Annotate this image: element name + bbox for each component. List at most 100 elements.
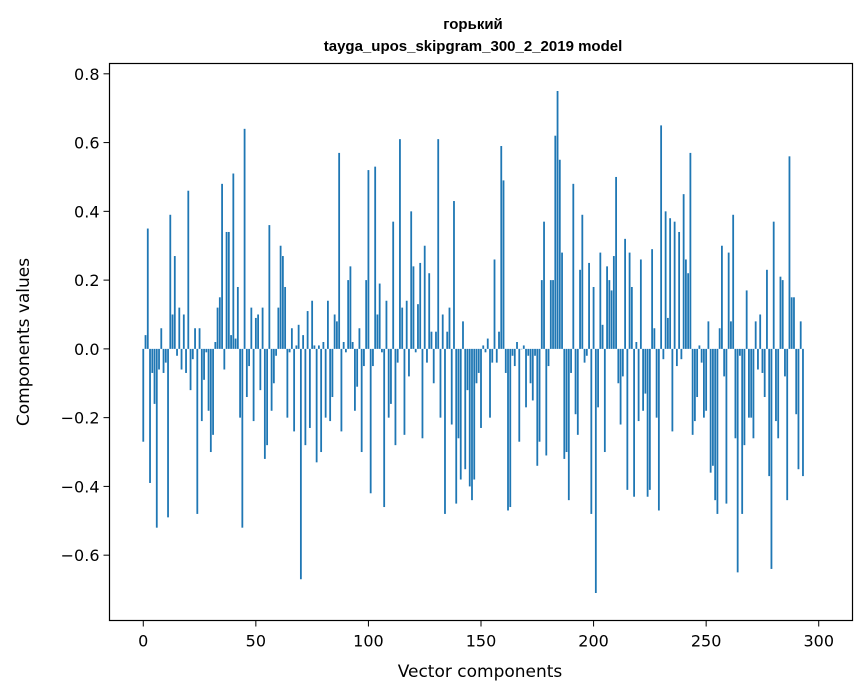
bar-69 (297, 324, 300, 349)
bar-97 (360, 348, 363, 453)
bar-174 (534, 348, 536, 356)
bar-245 (693, 348, 696, 422)
y-axis-ticks: −0.6 −0.4 −0.2 0.0 0.2 0.4 0.6 0.8 (61, 65, 110, 565)
bar-200 (592, 286, 595, 349)
bar-165 (513, 348, 516, 367)
bar-167 (518, 348, 521, 442)
bar-252 (709, 348, 712, 473)
bar-124 (421, 348, 424, 439)
bar-240 (682, 194, 685, 349)
bar-171 (527, 348, 530, 356)
bar-111 (392, 221, 395, 349)
bar-92 (349, 266, 352, 349)
x-tick-label: 150 (466, 632, 497, 651)
bar-253 (712, 348, 714, 466)
bar-50 (254, 317, 257, 349)
bar-225 (648, 348, 651, 490)
bar-187 (563, 348, 566, 459)
bar-144 (466, 348, 469, 391)
bar-244 (691, 348, 694, 435)
bar-122 (417, 304, 419, 349)
bar-40 (232, 173, 235, 349)
bar-186 (561, 252, 563, 349)
bar-277 (766, 269, 768, 349)
bar-156 (493, 259, 496, 349)
x-tick-label: 50 (246, 632, 266, 651)
bar-180 (547, 348, 550, 367)
x-axis-label: Vector components (398, 662, 563, 682)
bar-125 (423, 245, 426, 349)
bar-224 (646, 348, 649, 497)
bar-278 (768, 348, 771, 477)
plot-frame (108, 62, 854, 622)
bar-9 (162, 348, 165, 373)
bar-172 (529, 348, 532, 384)
bar-184 (556, 91, 559, 349)
bar-259 (725, 348, 728, 504)
bar-127 (428, 273, 431, 349)
bar-86 (336, 321, 338, 349)
bar-6 (155, 348, 158, 528)
bar-169 (522, 345, 525, 349)
bar-14 (173, 256, 176, 349)
bar-230 (660, 125, 663, 349)
bar-233 (666, 317, 669, 349)
bar-119 (410, 211, 413, 349)
bars-group (142, 91, 804, 593)
bar-142 (462, 321, 464, 349)
bar-7 (158, 348, 160, 370)
bar-234 (669, 218, 672, 349)
bar-0 (142, 348, 145, 442)
bar-189 (567, 348, 570, 501)
bar-212 (619, 348, 622, 425)
bar-151 (482, 345, 485, 349)
bar-258 (723, 348, 726, 377)
bar-270 (750, 348, 753, 418)
bar-96 (358, 328, 361, 349)
bar-31 (212, 348, 214, 435)
bar-208 (610, 290, 613, 349)
bar-289 (793, 297, 795, 349)
bar-61 (279, 245, 282, 349)
bar-147 (473, 348, 476, 480)
bar-68 (295, 345, 298, 349)
bar-164 (511, 348, 514, 356)
bar-267 (743, 348, 746, 446)
y-tick-label: −0.6 (61, 546, 100, 565)
bar-37 (225, 231, 228, 349)
bar-242 (687, 273, 690, 349)
bar-275 (761, 348, 764, 373)
bar-201 (594, 348, 597, 593)
bar-100 (367, 170, 370, 349)
bar-227 (653, 328, 656, 349)
bar-81 (324, 348, 327, 418)
bar-75 (311, 300, 314, 349)
x-axis-ticks: 0 50 100 150 200 250 300 (138, 620, 834, 651)
bar-183 (554, 135, 557, 349)
bar-271 (752, 348, 755, 439)
bar-149 (477, 348, 480, 373)
bar-209 (612, 256, 615, 349)
bar-238 (678, 231, 681, 349)
bar-10 (164, 348, 167, 363)
bar-254 (714, 348, 717, 501)
bar-47 (248, 348, 250, 367)
bar-195 (581, 214, 584, 349)
bar-198 (588, 262, 590, 349)
bar-58 (272, 348, 275, 384)
bar-146 (471, 348, 473, 501)
bar-285 (784, 348, 786, 377)
bar-250 (705, 348, 708, 411)
bar-4 (151, 348, 154, 373)
bar-46 (245, 348, 248, 398)
y-axis-label: Components values (14, 258, 34, 426)
bar-13 (171, 314, 174, 349)
bar-83 (329, 348, 332, 422)
bar-117 (405, 300, 408, 349)
bar-128 (430, 331, 433, 349)
bar-27 (203, 348, 205, 380)
bar-126 (426, 348, 428, 363)
bar-276 (763, 348, 766, 398)
bar-145 (468, 348, 471, 487)
